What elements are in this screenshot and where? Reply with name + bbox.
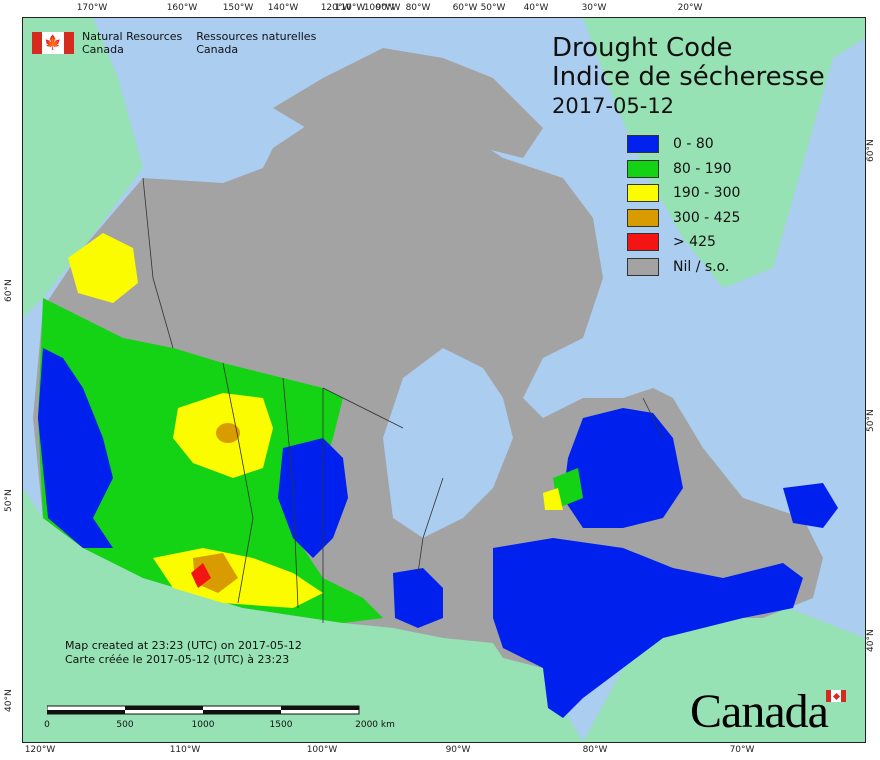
canada-wordmark: Canada bbox=[690, 685, 829, 738]
region-0-80-east bbox=[493, 538, 803, 718]
scale-tick-label: 1500 bbox=[269, 720, 293, 730]
graticule-top-label: 170°W bbox=[76, 3, 108, 13]
legend-item: 300 - 425 bbox=[627, 206, 740, 231]
graticule-top-label: 100°W bbox=[363, 3, 395, 13]
map-title-en: Drought Code bbox=[552, 33, 733, 63]
graticule-top-label: 120°W bbox=[320, 3, 352, 13]
agency-name-en: Natural Resources Canada bbox=[82, 30, 182, 56]
graticule-top-label: 20°W bbox=[677, 3, 703, 13]
region-190-300-yukon bbox=[68, 233, 138, 303]
legend-item: 80 - 190 bbox=[627, 157, 740, 182]
hudson-bay bbox=[383, 348, 513, 538]
graticule-top-label: 140°W bbox=[267, 3, 299, 13]
legend-item: 190 - 300 bbox=[627, 181, 740, 206]
graticule-top-label: 90°W bbox=[375, 3, 401, 13]
graticule-left-label: 40°N bbox=[4, 689, 14, 712]
legend-label: Nil / s.o. bbox=[673, 258, 730, 275]
legend-swatch bbox=[627, 159, 659, 178]
legend-label: 300 - 425 bbox=[673, 209, 741, 226]
region-0-80-ontario bbox=[393, 568, 443, 628]
usa-land bbox=[23, 488, 583, 742]
graticule-top-label: 80°W bbox=[405, 3, 431, 13]
drought-map bbox=[22, 17, 866, 743]
arctic-islands bbox=[273, 48, 543, 158]
graticule-bottom-label: 100°W bbox=[306, 745, 338, 755]
legend-swatch bbox=[627, 184, 659, 203]
scale-tick-label: 0 bbox=[44, 720, 50, 730]
credit-line-en: Map created at 23:23 (UTC) on 2017-05-12 bbox=[65, 639, 302, 652]
legend: 0 - 80 80 - 190 190 - 300 300 - 425 > 42… bbox=[627, 132, 740, 279]
graticule-left-label: 60°N bbox=[4, 279, 14, 302]
map-credits: Map created at 23:23 (UTC) on 2017-05-12… bbox=[65, 639, 302, 667]
graticule-top-label: 160°W bbox=[166, 3, 198, 13]
map-title-block: Drought Code Indice de sécheresse 2017-0… bbox=[552, 34, 825, 120]
alaska-land bbox=[23, 18, 143, 318]
greenland-land bbox=[583, 18, 865, 288]
agency-name-en-line1: Natural Resources bbox=[82, 30, 183, 43]
legend-label: > 425 bbox=[673, 234, 716, 251]
region-80-190-quebec bbox=[553, 468, 583, 508]
wordmark-flag-icon bbox=[826, 690, 846, 702]
graticule-bottom-label: 70°W bbox=[729, 745, 755, 755]
map-canvas bbox=[23, 18, 865, 742]
agency-name-en-line2: Canada bbox=[82, 43, 124, 56]
legend-label: 0 - 80 bbox=[673, 136, 714, 153]
graticule-top-label: 50°W bbox=[480, 3, 506, 13]
graticule-top-label: 60°W bbox=[452, 3, 478, 13]
graticule-bottom-label: 110°W bbox=[169, 745, 201, 755]
graticule-top-label: 110°W bbox=[334, 3, 366, 13]
scale-bar-graphic bbox=[47, 705, 360, 715]
region-0-80-newfoundland bbox=[783, 483, 838, 528]
graticule-bottom-label: 120°W bbox=[24, 745, 56, 755]
region-0-80-manitoba bbox=[278, 438, 348, 558]
credit-line-fr: Carte créée le 2017-05-12 (UTC) à 23:23 bbox=[65, 653, 290, 666]
nrcan-signature: 🍁 Natural Resources Canada Ressources na… bbox=[32, 30, 316, 56]
legend-swatch bbox=[627, 233, 659, 252]
scale-tick-label: 2000 km bbox=[355, 720, 395, 730]
legend-item: 0 - 80 bbox=[627, 132, 740, 157]
region-0-80-quebec bbox=[563, 408, 683, 528]
graticule-top-label: 40°W bbox=[523, 3, 549, 13]
legend-label: 80 - 190 bbox=[673, 160, 732, 177]
region-over-425 bbox=[191, 563, 211, 588]
region-300-425-north bbox=[216, 423, 240, 443]
map-title-fr: Indice de sécheresse bbox=[552, 62, 825, 92]
canada-flag-icon: 🍁 bbox=[32, 32, 74, 54]
legend-item: > 425 bbox=[627, 230, 740, 255]
agency-name-fr: Ressources naturelles Canada bbox=[196, 30, 316, 56]
usa-east-land bbox=[583, 598, 865, 742]
map-date: 2017-05-12 bbox=[552, 94, 675, 118]
legend-item: Nil / s.o. bbox=[627, 255, 740, 280]
legend-swatch bbox=[627, 135, 659, 154]
agency-name-fr-line1: Ressources naturelles bbox=[196, 30, 317, 43]
scale-tick-label: 500 bbox=[116, 720, 134, 730]
legend-swatch bbox=[627, 208, 659, 227]
graticule-right-label: 60°N bbox=[866, 139, 876, 162]
graticule-bottom-label: 80°W bbox=[582, 745, 608, 755]
region-190-300-quebec bbox=[543, 488, 563, 510]
scale-tick-label: 1000 bbox=[191, 720, 215, 730]
graticule-top-label: 150°W bbox=[222, 3, 254, 13]
graticule-bottom-label: 90°W bbox=[445, 745, 471, 755]
boundaries bbox=[142, 177, 664, 623]
graticule-top-label: 30°W bbox=[581, 3, 607, 13]
region-0-80-bc bbox=[38, 348, 113, 548]
scale-bar: 0 500 1000 1500 2000 km bbox=[44, 704, 395, 730]
graticule-left-label: 50°N bbox=[4, 489, 14, 512]
legend-swatch bbox=[627, 257, 659, 276]
graticule-right-label: 40°N bbox=[866, 629, 876, 652]
legend-label: 190 - 300 bbox=[673, 185, 741, 202]
agency-name-fr-line2: Canada bbox=[196, 43, 239, 56]
graticule-right-label: 50°N bbox=[866, 409, 876, 432]
